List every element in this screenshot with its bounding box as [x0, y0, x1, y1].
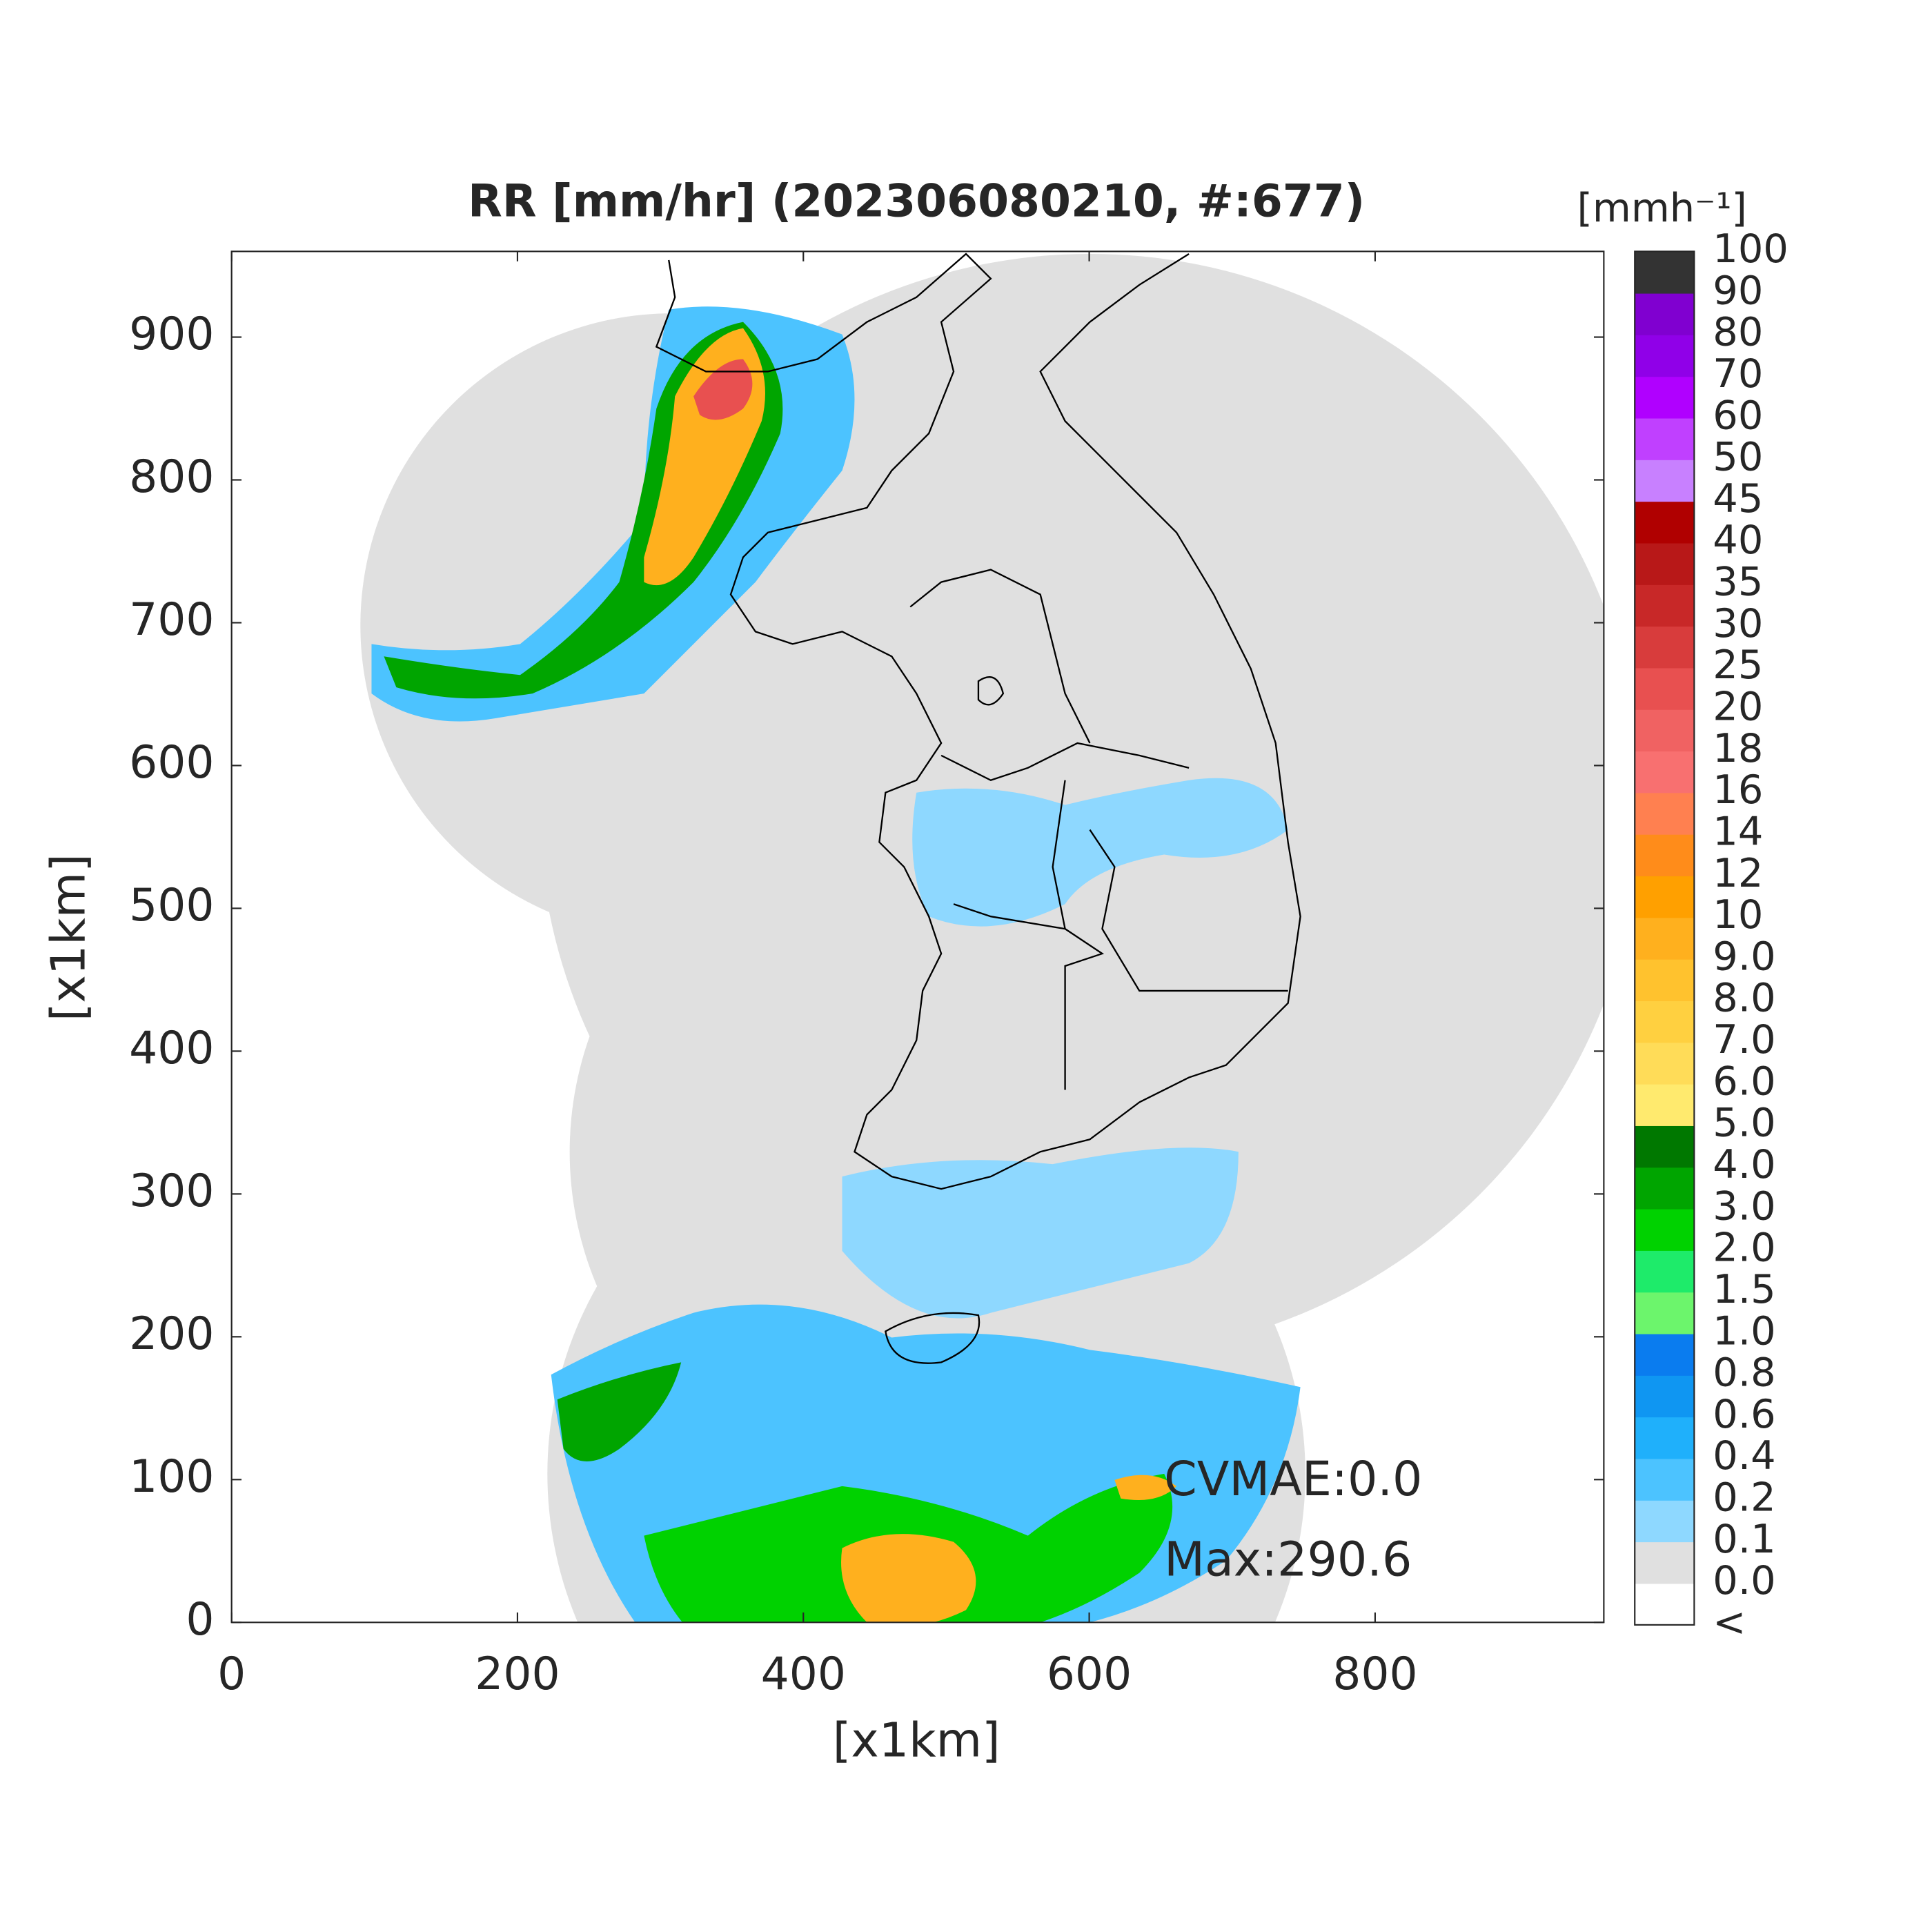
- colorbar-tick-label: 7.0: [1713, 1016, 1775, 1063]
- colorbar-segment: [1635, 1374, 1695, 1418]
- colorbar-tick-label: 0.1: [1713, 1516, 1775, 1562]
- colorbar-tick-label: <: [1713, 1599, 1746, 1645]
- x-tick-label: 200: [475, 1648, 560, 1700]
- colorbar: <0.00.10.20.40.60.81.01.52.03.04.05.06.0…: [1634, 226, 1788, 1645]
- colorbar-tick-label: 50: [1713, 434, 1763, 480]
- annotation: Max:290.6: [1164, 1533, 1412, 1588]
- colorbar-segment: [1635, 751, 1695, 793]
- x-tick-label: 400: [761, 1648, 846, 1700]
- colorbar-frame: [1634, 250, 1695, 1626]
- y-tick-label: 200: [129, 1308, 214, 1360]
- colorbar-segment: [1635, 501, 1695, 544]
- colorbar-segment: [1635, 1250, 1695, 1293]
- colorbar-segment: [1635, 584, 1695, 627]
- y-tick-label: 300: [129, 1165, 214, 1217]
- colorbar-segment: [1635, 334, 1695, 377]
- colorbar-segment: [1635, 542, 1695, 585]
- colorbar-tick-label: 12: [1713, 850, 1763, 896]
- y-tick-label: 100: [129, 1451, 214, 1503]
- colorbar-segment: [1635, 1583, 1695, 1626]
- colorbar-tick-label: 35: [1713, 559, 1763, 605]
- colorbar-segment: [1635, 459, 1695, 502]
- colorbar-segment: [1635, 1458, 1695, 1501]
- radar-map: [360, 253, 1604, 1623]
- y-tick-label: 0: [186, 1594, 214, 1646]
- colorbar-segment: [1635, 251, 1695, 294]
- colorbar-segment: [1635, 1000, 1695, 1043]
- x-tick-label: 600: [1047, 1648, 1132, 1700]
- y-tick-label: 600: [129, 737, 214, 789]
- colorbar-tick-label: 2.0: [1713, 1225, 1775, 1271]
- colorbar-segment: [1635, 1541, 1695, 1584]
- colorbar-segment: [1635, 1083, 1695, 1126]
- colorbar-segment: [1635, 667, 1695, 710]
- colorbar-segment: [1635, 792, 1695, 835]
- colorbar-segment: [1635, 834, 1695, 877]
- colorbar-segment: [1635, 958, 1695, 1001]
- colorbar-segment: [1635, 876, 1695, 918]
- colorbar-segment: [1635, 709, 1695, 752]
- colorbar-segment: [1635, 1125, 1695, 1168]
- colorbar-segment: [1635, 1208, 1695, 1251]
- annotation: CVMAE:0.0: [1164, 1452, 1422, 1507]
- colorbar-tick-label: 45: [1713, 475, 1763, 522]
- colorbar-segment: [1635, 1167, 1695, 1210]
- colorbar-tick-label: 14: [1713, 808, 1763, 854]
- colorbar-tick-label: 16: [1713, 767, 1763, 813]
- colorbar-tick-label: 20: [1713, 683, 1763, 729]
- coastlines: [655, 253, 1301, 1364]
- colorbar-tick-label: 90: [1713, 267, 1763, 313]
- colorbar-tick-label: 9.0: [1713, 933, 1775, 979]
- axes: 0 200 400 600 800 0 100 200 300 400 500 600 700 800 90…: [129, 251, 1604, 1700]
- x-tick-label: 0: [217, 1648, 246, 1700]
- colorbar-segment: [1635, 626, 1695, 669]
- y-tick-label: 400: [129, 1023, 214, 1074]
- colorbar-label: [mmh⁻¹]: [1577, 185, 1747, 231]
- colorbar-segment: [1635, 1292, 1695, 1334]
- colorbar-tick-label: 70: [1713, 351, 1763, 397]
- colorbar-segment: [1635, 1499, 1695, 1543]
- colorbar-tick-label: 40: [1713, 517, 1763, 563]
- map-title: RR [mm/hr] (202306080210, #:677): [468, 176, 1365, 228]
- colorbar-tick-label: 0.2: [1713, 1475, 1775, 1521]
- plot-frame: [230, 250, 1605, 1624]
- colorbar-tick-label: 80: [1713, 309, 1763, 355]
- colorbar-segment: [1635, 376, 1695, 419]
- colorbar-tick-label: 25: [1713, 642, 1763, 688]
- y-tick-label: 900: [129, 308, 214, 360]
- colorbar-tick-label: 10: [1713, 891, 1763, 938]
- y-axis-label: [x1km]: [42, 854, 97, 1021]
- colorbar-tick-label: 1.0: [1713, 1308, 1775, 1354]
- colorbar-segment: [1635, 1333, 1695, 1376]
- y-tick-label: 500: [129, 880, 214, 931]
- colorbar-tick-label: 60: [1713, 392, 1763, 438]
- colorbar-tick-label: 3.0: [1713, 1183, 1775, 1229]
- colorbar-tick-label: 0.0: [1713, 1557, 1775, 1604]
- colorbar-tick-label: 0.4: [1713, 1432, 1775, 1479]
- colorbar-tick-label: 100: [1713, 226, 1788, 272]
- colorbar-segment: [1635, 917, 1695, 960]
- colorbar-tick-label: 30: [1713, 600, 1763, 647]
- x-tick-label: 800: [1332, 1648, 1417, 1700]
- colorbar-segment: [1635, 1042, 1695, 1085]
- colorbar-tick-label: 4.0: [1713, 1141, 1775, 1187]
- colorbar-tick-label: 0.6: [1713, 1391, 1775, 1437]
- colorbar-tick-label: 1.5: [1713, 1266, 1775, 1312]
- colorbar-tick-label: 8.0: [1713, 975, 1775, 1021]
- x-axis-label: [x1km]: [833, 1714, 1000, 1768]
- rain-areas: [371, 306, 1301, 1623]
- colorbar-segment: [1635, 417, 1695, 460]
- colorbar-tick-label: 6.0: [1713, 1058, 1775, 1104]
- colorbar-tick-label: 18: [1713, 725, 1763, 771]
- colorbar-tick-label: 0.8: [1713, 1350, 1775, 1396]
- colorbar-segment: [1635, 293, 1695, 335]
- colorbar-segment: [1635, 1417, 1695, 1459]
- y-tick-label: 700: [129, 594, 214, 646]
- y-tick-label: 800: [129, 451, 214, 503]
- colorbar-tick-label: 5.0: [1713, 1100, 1775, 1146]
